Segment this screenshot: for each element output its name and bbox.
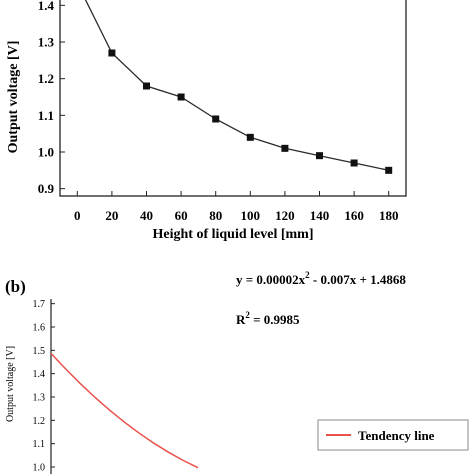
bottom-y-tick-label: 1.5: [33, 346, 46, 357]
top-x-tick-label: 180: [379, 208, 399, 223]
data-point: [350, 159, 358, 167]
data-point: [316, 152, 323, 160]
r2-suffix: = 0.9985: [250, 312, 300, 327]
bottom-chart: (b) y = 0.00002x2 - 0.007x + 1.4868 R2 =…: [5, 270, 469, 474]
data-point: [212, 115, 220, 123]
top-x-tick-label: 80: [209, 208, 222, 223]
regression-equation: y = 0.00002x2 - 0.007x + 1.4868: [236, 270, 406, 287]
top-x-tick-label: 0: [74, 208, 81, 223]
top-plot-frame: [59, 0, 407, 197]
equation-suffix: - 0.007x + 1.4868: [310, 272, 407, 287]
bottom-y-tick-label: 1.7: [33, 299, 46, 310]
r-squared: R2 = 0.9985: [236, 310, 300, 327]
top-y-tick-label: 1.4: [38, 0, 55, 13]
data-point: [108, 49, 116, 57]
bottom-y-axis: 1.0 1.1 1.2 1.3 1.4 1.5 1.6 1.7: [33, 299, 55, 474]
bottom-y-tick-label: 1.0: [33, 463, 46, 474]
r2-prefix: R: [236, 312, 246, 327]
bottom-y-tick-label: 1.1: [33, 439, 46, 450]
legend: Tendency line: [317, 419, 469, 451]
bottom-y-axis-title: Output voltage [V]: [5, 346, 16, 422]
top-x-tick-label: 160: [344, 208, 364, 223]
equation-exponent: 2: [305, 270, 310, 280]
top-x-tick-label: 20: [105, 208, 118, 223]
panel-label-b: (b): [5, 277, 26, 296]
top-x-tick-label: 60: [175, 208, 188, 223]
top-x-tick-label: 140: [310, 208, 330, 223]
bottom-y-tick-label: 1.6: [33, 323, 46, 334]
top-x-tick-label: 120: [275, 208, 295, 223]
top-x-tick-label: 100: [241, 208, 261, 223]
top-y-tick-label: 1.2: [38, 71, 54, 86]
data-point: [246, 133, 254, 141]
top-series-line: [84, 0, 389, 171]
bottom-y-tick-label: 1.3: [33, 393, 46, 404]
legend-label: Tendency line: [358, 428, 435, 443]
data-point: [143, 82, 150, 90]
top-x-axis: 0 20 40 60 80 100 120 140 160 180: [74, 191, 398, 223]
top-series: [84, 0, 393, 174]
data-point: [281, 144, 289, 152]
bottom-y-tick-label: 1.4: [33, 369, 46, 380]
top-y-tick-label: 1.0: [38, 145, 54, 160]
top-x-axis-title: Height of liquid level [mm]: [153, 227, 314, 242]
top-y-tick-label: 0.9: [38, 181, 55, 196]
top-y-axis: 0.9 1.0 1.1 1.2 1.3 1.4: [38, 0, 65, 196]
data-point: [385, 166, 393, 174]
top-y-tick-label: 1.3: [38, 35, 55, 50]
tendency-line: [50, 352, 199, 469]
r2-exponent: 2: [245, 310, 250, 320]
top-x-tick-label: 40: [140, 208, 153, 223]
equation-prefix: y = 0.00002x: [236, 272, 306, 287]
top-chart: 0.9 1.0 1.1 1.2 1.3 1.4 0 20 40 60 80 100 120 140 160…: [6, 0, 407, 242]
top-y-axis-title: Output voltage [V]: [6, 41, 21, 154]
bottom-y-tick-label: 1.2: [33, 416, 46, 427]
top-y-tick-label: 1.1: [38, 108, 54, 123]
data-point: [177, 93, 185, 101]
